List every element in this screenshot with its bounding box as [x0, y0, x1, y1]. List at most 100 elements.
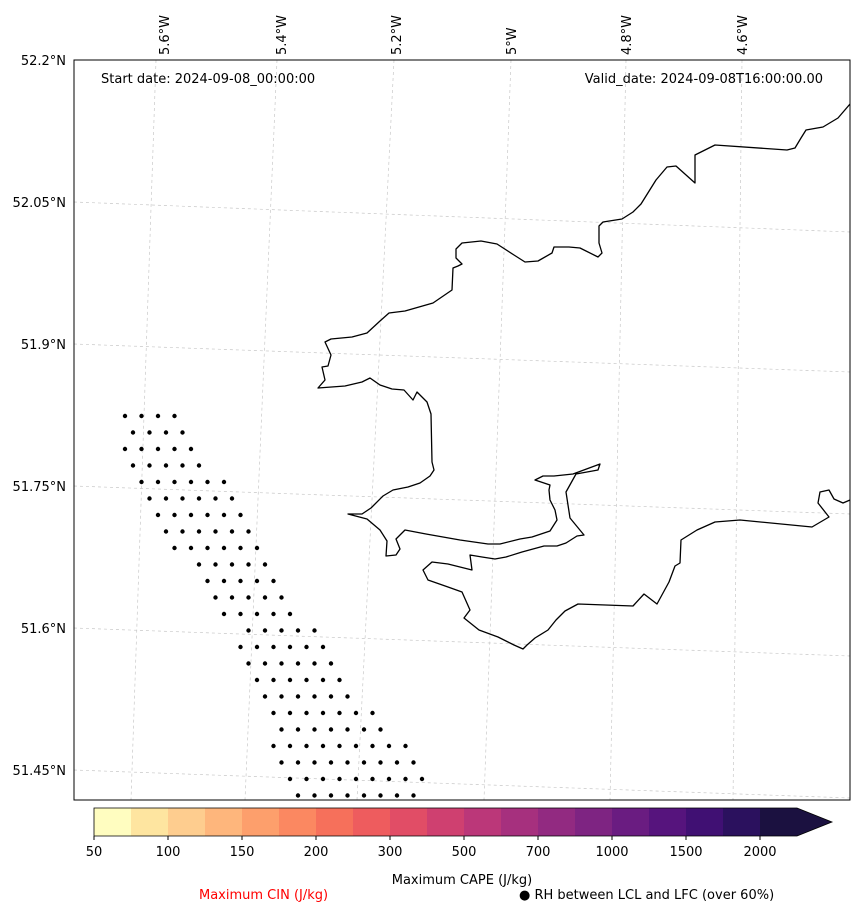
rh-dot — [295, 628, 301, 633]
colorbar-segment — [723, 808, 761, 836]
lat-label-52.05: 52.05°N — [13, 196, 66, 211]
rh-dot — [205, 479, 210, 485]
lon-label-5.6: 5.6°W — [158, 15, 173, 55]
rh-dot — [386, 743, 392, 749]
rh-dot — [295, 793, 301, 798]
colorbar-tick-label: 50 — [86, 845, 103, 860]
lat-label-51.9: 51.9°N — [21, 338, 66, 353]
rh-dot — [246, 595, 251, 600]
lat-label-51.6: 51.6°N — [21, 622, 66, 637]
rh-dot — [279, 595, 284, 600]
rh-dot — [221, 512, 227, 518]
rh-dot — [122, 413, 128, 419]
rh-dot — [139, 413, 144, 419]
rh-dot — [254, 578, 260, 584]
lat-label-51.75: 51.75°N — [13, 480, 66, 495]
rh-dot — [328, 661, 334, 666]
rh-dot — [279, 727, 284, 732]
rh-dot-marker: ● — [519, 888, 531, 903]
rh-dot — [196, 496, 202, 501]
rh-dot — [345, 760, 350, 765]
rh-dot — [312, 793, 317, 798]
rh-dot — [328, 793, 334, 798]
rh-dot — [188, 512, 194, 518]
colorbar-label: Maximum CAPE (J/kg) — [392, 873, 532, 888]
rh-dot — [180, 463, 185, 468]
rh-dot — [271, 710, 276, 716]
rh-dot — [163, 463, 169, 468]
rh-dot — [271, 677, 276, 683]
rh-dot — [320, 743, 326, 749]
rh-dot — [378, 793, 383, 798]
rh-dot — [279, 694, 284, 699]
rh-dot — [304, 743, 309, 749]
rh-dot — [229, 562, 235, 567]
map-frame — [73, 59, 851, 801]
lat-labels: 52.2°N 52.05°N 51.9°N 51.75°N 51.6°N 51.… — [13, 54, 66, 779]
rh-dot — [262, 628, 268, 633]
colorbar-extend-arrow — [797, 808, 832, 836]
rh-dot — [147, 496, 152, 501]
rh-dot — [287, 710, 293, 716]
rh-dot — [163, 496, 169, 501]
rh-dot — [328, 760, 334, 765]
rh-dot — [328, 694, 334, 699]
colorbar-tick-label: 500 — [452, 845, 477, 860]
rh-dot — [238, 545, 243, 551]
gridlines — [74, 60, 850, 800]
rh-dot — [205, 545, 210, 551]
rh-dot — [279, 760, 284, 765]
rh-dot — [254, 644, 260, 650]
rh-dot — [172, 545, 177, 551]
rh-dot — [122, 446, 128, 452]
rh-dot — [320, 710, 326, 716]
rh-dot — [345, 694, 350, 699]
colorbar-tick-label: 1000 — [595, 845, 628, 860]
rh-dot — [271, 611, 276, 617]
rh-dot — [229, 496, 235, 501]
rh-dot — [312, 694, 317, 699]
lon-label-4.8: 4.8°W — [620, 15, 635, 55]
rh-dot — [246, 661, 251, 666]
lon-label-4.6: 4.6°W — [736, 15, 751, 55]
colorbar-tick-label: 300 — [378, 845, 403, 860]
rh-dot — [386, 776, 392, 782]
rh-dot — [353, 710, 359, 716]
rh-dot — [411, 793, 416, 798]
rh-dot — [139, 446, 144, 452]
rh-dot — [295, 661, 301, 666]
rh-dot — [328, 727, 334, 732]
colorbar-segment — [316, 808, 354, 836]
rh-dot — [155, 446, 161, 452]
lon-label-5.4: 5.4°W — [275, 15, 290, 55]
rh-dot — [130, 463, 136, 468]
rh-dot — [155, 512, 161, 518]
colorbar-segment — [242, 808, 280, 836]
valid-date-text: Valid_date: 2024-09-08T16:00:00.00 — [585, 72, 823, 87]
rh-dot — [221, 545, 227, 551]
lat-label-51.45: 51.45°N — [13, 764, 66, 779]
rh-dot — [312, 628, 317, 633]
rh-dot — [353, 743, 359, 749]
rh-dot — [180, 430, 185, 435]
rh-dot — [262, 595, 268, 600]
lon-labels: 5.6°W 5.4°W 5.2°W 5°W 4.8°W 4.6°W — [158, 15, 751, 55]
lon-label-5.0: 5°W — [505, 27, 520, 55]
gridline-lon-5.0 — [483, 60, 512, 800]
rh-dot — [304, 677, 309, 683]
rh-dot — [262, 694, 268, 699]
rh-dot — [378, 760, 383, 765]
cin-legend-label: Maximum CIN (J/kg) — [199, 888, 329, 903]
rh-dot — [320, 677, 326, 683]
colorbar-segment — [538, 808, 576, 836]
rh-dot — [337, 710, 342, 716]
rh-dot — [419, 776, 425, 782]
rh-dot — [163, 430, 169, 435]
rh-dot — [287, 644, 293, 650]
rh-dot — [254, 677, 260, 683]
gridline-lat-51.6 — [74, 627, 850, 657]
rh-dot — [287, 677, 293, 683]
rh-dot — [188, 446, 194, 452]
rh-dot — [196, 463, 202, 468]
rh-dot — [147, 463, 152, 468]
